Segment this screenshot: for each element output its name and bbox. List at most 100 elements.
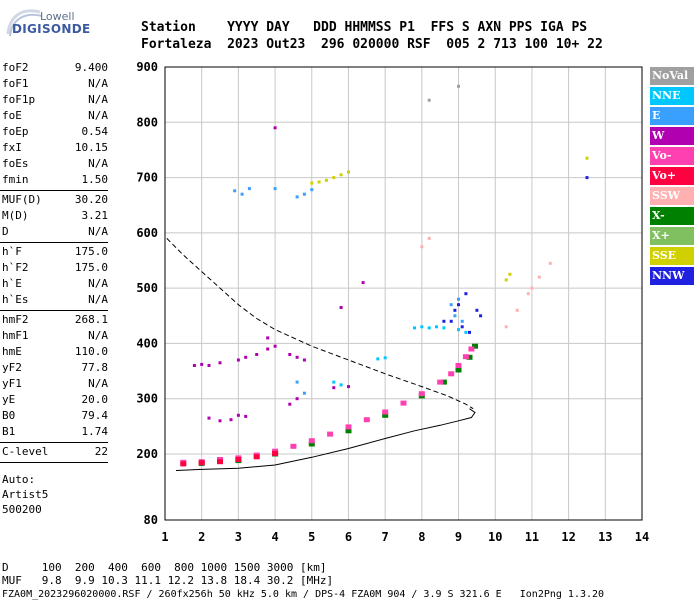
echo-point-vo	[468, 346, 475, 352]
param-label: foEp	[2, 125, 29, 138]
legend-item-nnw: NNW	[650, 267, 694, 285]
y-tick-label: 200	[136, 447, 158, 461]
param-label: MUF(D)	[2, 193, 42, 206]
echo-point-nnw	[449, 319, 453, 323]
density-profile-curve	[175, 408, 476, 471]
param-label: h`F2	[2, 261, 29, 274]
param-label: M(D)	[2, 209, 29, 222]
legend-item-x: X+	[650, 227, 694, 245]
echo-point-w	[236, 413, 240, 417]
echo-point-nne	[442, 326, 446, 330]
echo-point-w	[361, 281, 365, 285]
echo-point-nnw	[460, 325, 464, 329]
echo-point-e	[302, 192, 306, 196]
param-value: 10.15	[74, 141, 108, 154]
param-row-fof2: foF2 9.400	[2, 60, 108, 76]
echo-point-w	[288, 353, 292, 356]
param-value: 175.0	[74, 245, 108, 258]
echo-point-ssw	[504, 325, 508, 329]
param-row-mufd: MUF(D) 30.20	[2, 192, 108, 208]
param-label: yF1	[2, 377, 22, 390]
param-label: fxI	[2, 141, 22, 154]
param-value: 9.400	[74, 61, 108, 74]
echo-point-nnw	[475, 308, 479, 312]
echo-point-x	[466, 354, 473, 360]
param-value: 77.8	[81, 361, 109, 374]
muf-dashed-curve	[166, 238, 474, 410]
param-value: 0.54	[81, 125, 109, 138]
echo-point-vo	[448, 371, 455, 377]
y-tick-label: 80	[144, 513, 158, 527]
echo-point-vo	[272, 450, 279, 456]
param-row-foep: foEp 0.54	[2, 124, 108, 140]
param-label: B1	[2, 425, 16, 438]
echo-point-vo	[363, 417, 370, 423]
param-label: h`Es	[2, 293, 29, 306]
legend-item-ssw: SSW	[650, 187, 694, 205]
param-label: C-level	[2, 445, 49, 458]
echo-point-w	[273, 344, 277, 348]
echo-point-e	[233, 189, 237, 193]
param-value: 175.0	[74, 261, 108, 274]
param-label: yE	[2, 393, 16, 406]
param-value: N/A	[88, 377, 108, 390]
auto-scaling-text: Auto:	[2, 473, 36, 486]
echo-point-nne	[376, 357, 380, 361]
y-tick-label: 300	[136, 392, 158, 406]
echo-point-e	[295, 380, 299, 384]
echo-point-w	[207, 416, 211, 420]
param-value: 1.74	[81, 425, 109, 438]
param-row-foes: foEs N/A	[2, 156, 108, 172]
legend-item-e: E	[650, 107, 694, 125]
footer-file-line: FZA0M_2023296020000.RSF / 260fx256h 50 k…	[2, 589, 605, 600]
echo-point-nnw	[442, 319, 446, 323]
echo-point-ssw	[420, 245, 424, 249]
echo-point-w	[347, 385, 350, 389]
echo-point-nnw	[479, 314, 483, 318]
param-value: N/A	[88, 109, 108, 122]
chart-curves	[166, 238, 476, 471]
x-tick-label: 6	[345, 530, 352, 544]
echo-point-x	[382, 412, 389, 418]
param-label: h`F	[2, 245, 22, 258]
echo-point-vo	[217, 459, 223, 465]
param-row-md: M(D) 3.21	[2, 208, 108, 224]
param-row-he: h`E N/A	[2, 276, 108, 292]
echo-point-vo	[235, 457, 242, 462]
param-label: B0	[2, 409, 16, 422]
logo-digisonde-text: DIGISONDE	[12, 22, 91, 36]
param-row-d: D N/A	[2, 224, 108, 240]
param-row-foe: foE N/A	[2, 108, 108, 124]
header-labels: Station YYYY DAY DDD HHMMSS P1 FFS S AXN…	[141, 20, 588, 35]
param-row-b0: B0 79.4	[2, 408, 108, 424]
param-row-hes: h`Es N/A	[2, 292, 108, 308]
echo-point-x	[472, 343, 478, 349]
param-row-yf2: yF2 77.8	[2, 360, 108, 376]
echo-point-e	[273, 187, 277, 191]
echo-point-ssw	[537, 275, 541, 279]
y-tick-labels: 80 200 300 400 500 600 700 800 900	[136, 60, 158, 527]
echo-point-nne	[435, 325, 438, 329]
param-value: N/A	[88, 329, 108, 342]
echo-point-e	[310, 188, 314, 192]
echo-point-e	[247, 187, 251, 191]
echo-point-w	[255, 353, 259, 356]
x-tick-label: 5	[308, 530, 315, 544]
legend-item-sse: SSE	[650, 247, 694, 265]
echo-point-ssw	[548, 261, 552, 265]
chart-grid	[164, 66, 643, 521]
legend-item-vo: Vo-	[650, 147, 694, 165]
echo-point-w	[207, 364, 211, 367]
param-label: D	[2, 225, 9, 238]
x-tick-label: 2	[198, 530, 205, 544]
param-label: hmF2	[2, 313, 29, 326]
echo-point-sse	[508, 272, 512, 276]
param-row-yf1: yF1 N/A	[2, 376, 108, 392]
y-tick-label: 500	[136, 281, 158, 295]
param-row-fof1p: foF1p N/A	[2, 92, 108, 108]
param-separator	[0, 242, 108, 243]
x-tick-label: 12	[561, 530, 575, 544]
param-row-hme: hmE 110.0	[2, 344, 108, 360]
echo-point-nnw	[464, 292, 468, 296]
echo-point-x	[345, 428, 352, 434]
